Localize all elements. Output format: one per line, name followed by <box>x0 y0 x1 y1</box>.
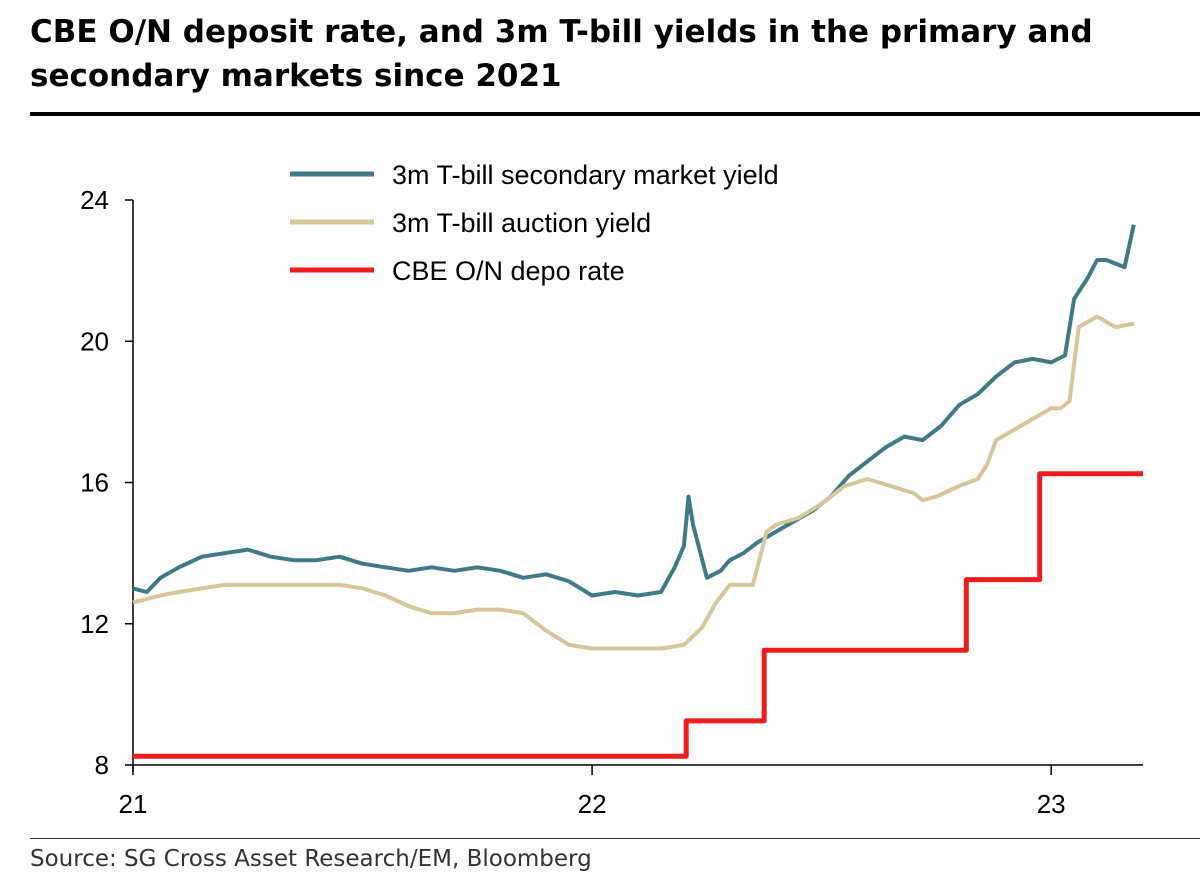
legend-label: 3m T-bill auction yield <box>392 208 651 238</box>
series-line-1 <box>132 224 1136 598</box>
legend-label: 3m T-bill secondary market yield <box>392 160 779 190</box>
x-tick-label: 21 <box>119 789 148 819</box>
y-tick-label: 12 <box>80 609 109 639</box>
x-tick-label: 22 <box>578 789 607 819</box>
legend-label: CBE O/N depo rate <box>392 256 625 286</box>
y-tick-label: 16 <box>80 468 109 498</box>
title-rule <box>30 112 1200 116</box>
y-tick-label: 20 <box>80 326 109 356</box>
source-rule <box>30 838 1200 839</box>
x-tick-label: 23 <box>1037 789 1066 819</box>
series-line-2 <box>132 314 1135 651</box>
y-tick-label: 24 <box>80 185 109 215</box>
y-tick-label: 8 <box>95 750 109 780</box>
chart-title: CBE O/N deposit rate, and 3m T-bill yiel… <box>30 14 1093 94</box>
series-line-3 <box>133 471 1143 759</box>
source-note: Source: SG Cross Asset Research/EM, Bloo… <box>30 846 592 872</box>
